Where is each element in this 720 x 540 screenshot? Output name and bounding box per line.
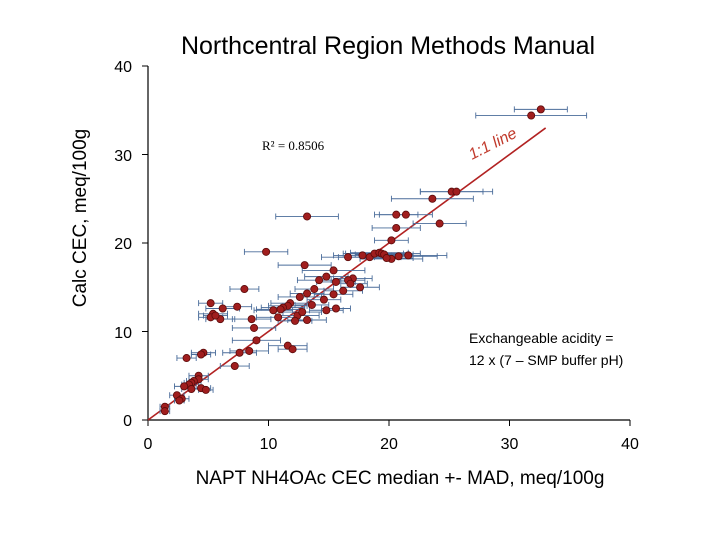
data-point <box>346 279 355 288</box>
data-point <box>182 354 191 363</box>
chart-title: Northcentral Region Methods Manual <box>181 32 595 60</box>
data-point <box>322 306 331 315</box>
y-tick-label: 30 <box>114 148 132 165</box>
data-point <box>247 315 256 324</box>
data-point <box>392 223 401 232</box>
data-point <box>382 254 391 263</box>
data-point <box>262 247 271 256</box>
data-point <box>269 306 278 315</box>
data-point <box>250 323 259 332</box>
data-points <box>160 105 545 416</box>
x-tick-label: 10 <box>260 436 278 453</box>
data-point <box>387 236 396 245</box>
data-point <box>295 292 304 301</box>
data-point <box>358 251 367 260</box>
data-point <box>252 336 261 345</box>
y-tick-label: 40 <box>114 59 132 76</box>
data-point <box>160 407 169 416</box>
data-point <box>310 285 319 294</box>
data-point <box>394 252 403 261</box>
data-point <box>180 382 189 391</box>
exchangeable-acidity-note: Exchangeable acidity = <box>469 330 613 346</box>
x-tick-label: 40 <box>621 436 639 453</box>
data-point <box>274 313 283 322</box>
data-point <box>211 311 220 320</box>
one-to-one-line <box>147 127 547 421</box>
x-axis-label: NAPT NH4OAc CEC median +- MAD, meq/100g <box>196 468 605 489</box>
data-point <box>329 290 338 299</box>
y-axis-label: Calc CEC, meq/100g <box>70 129 91 307</box>
data-point <box>233 302 242 311</box>
exchangeable-acidity-formula: 12 x (7 – SMP buffer pH) <box>469 352 623 368</box>
data-point <box>401 210 410 219</box>
data-point <box>197 350 206 359</box>
x-tick-label: 30 <box>501 436 519 453</box>
data-point <box>428 194 437 203</box>
y-tick-label: 20 <box>114 236 132 253</box>
data-point <box>218 304 227 313</box>
data-point <box>201 385 210 394</box>
data-point <box>303 289 312 298</box>
data-point <box>240 285 249 294</box>
data-point <box>298 308 307 317</box>
data-point <box>356 283 365 292</box>
data-point <box>452 187 461 196</box>
data-point <box>187 385 196 394</box>
data-point <box>230 362 239 371</box>
data-point <box>303 212 312 221</box>
data-point <box>404 251 413 260</box>
one-to-one-line-label: 1:1 line <box>466 125 520 164</box>
data-point <box>319 295 328 304</box>
data-point <box>300 261 309 270</box>
r-squared-label: R² = 0.8506 <box>262 138 325 153</box>
data-point <box>339 286 348 295</box>
data-point <box>344 253 353 262</box>
data-point <box>307 300 316 309</box>
data-point <box>392 210 401 219</box>
data-point <box>245 346 254 355</box>
x-tick-label: 20 <box>380 436 398 453</box>
data-point <box>322 272 331 281</box>
data-point <box>536 105 545 114</box>
data-point <box>303 315 312 324</box>
data-point <box>435 219 444 228</box>
data-point <box>329 266 338 275</box>
data-point <box>331 304 340 313</box>
data-point <box>291 316 300 325</box>
data-point <box>315 276 324 285</box>
data-point <box>331 277 340 286</box>
data-point <box>175 396 184 405</box>
data-point <box>527 111 536 120</box>
x-tick-label: 0 <box>144 436 153 453</box>
y-tick-label: 0 <box>123 413 132 430</box>
data-point <box>235 348 244 357</box>
data-point <box>288 345 297 354</box>
data-point <box>206 299 215 308</box>
data-point <box>276 305 285 314</box>
y-tick-label: 10 <box>114 325 132 342</box>
